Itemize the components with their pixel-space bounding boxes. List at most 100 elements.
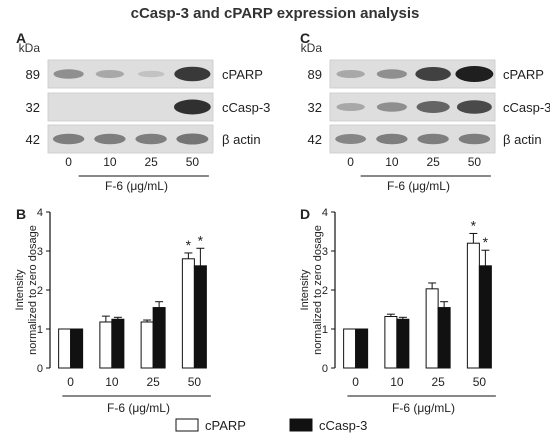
blot-band xyxy=(376,102,407,112)
panel-label-d: D xyxy=(300,206,311,222)
blot-lane-label: 0 xyxy=(347,155,354,169)
bar-chart-d: 0 1 2 3 4 Intensitynormalized to zero dosage 0… xyxy=(299,207,496,415)
x-tick-label: 0 xyxy=(352,375,359,389)
significance-star: * xyxy=(483,234,489,250)
blot-protein-label: cPARP xyxy=(503,67,544,82)
blot-lane-label: 0 xyxy=(65,155,72,169)
blot-band xyxy=(137,70,165,78)
x-tick-label: 0 xyxy=(67,375,74,389)
blot-panel-2: kDa 89 cPARP 32 cCasp-3 42 β actin 0 10 25 50 F-6 (… xyxy=(301,41,550,193)
y-tick-label: 1 xyxy=(37,324,43,336)
blot-protein-label: β actin xyxy=(503,132,542,147)
blot-unit-label: kDa xyxy=(19,41,41,55)
legend-label: cPARP xyxy=(205,418,246,433)
blot-protein-label: β actin xyxy=(222,132,261,147)
blot-mw-label: 42 xyxy=(26,132,40,147)
blot-band xyxy=(376,133,408,145)
bar-cparp xyxy=(58,328,72,369)
blot-band xyxy=(135,133,167,145)
blot-band xyxy=(376,69,407,79)
blot-protein-label: cCasp-3 xyxy=(222,100,270,115)
bar-ccasp-3 xyxy=(152,307,166,369)
blot-mw-label: 89 xyxy=(26,67,40,82)
y-tick-label: 0 xyxy=(37,363,43,375)
figure-title: cCasp-3 and cPARP expression analysis xyxy=(130,5,420,22)
y-tick-label: 4 xyxy=(322,207,328,219)
blot-band xyxy=(336,103,365,111)
chart-legend: cPARP cCasp-3 xyxy=(175,418,367,433)
blot-protein-label: cCasp-3 xyxy=(503,100,550,115)
blot-unit-label: kDa xyxy=(301,41,323,55)
y-axis-label: Intensitynormalized to zero dosage xyxy=(14,225,39,355)
blot-band xyxy=(458,133,491,145)
significance-star: * xyxy=(198,232,204,248)
panel-label-a: A xyxy=(16,30,27,46)
blot-band xyxy=(173,99,211,115)
y-tick-label: 3 xyxy=(37,246,43,258)
bar-ccasp-3 xyxy=(355,328,369,369)
blot-band xyxy=(455,66,494,82)
panel-label-b: B xyxy=(16,206,27,222)
blot-lane-label: 10 xyxy=(103,155,117,169)
bar-cparp xyxy=(466,242,480,369)
blot-band xyxy=(176,133,209,145)
y-tick-label: 2 xyxy=(322,285,328,297)
blot-band xyxy=(174,66,211,82)
x-tick-label: 25 xyxy=(146,375,160,389)
x-tick-label: 25 xyxy=(431,375,445,389)
bar-cparp xyxy=(140,321,154,369)
blot-mw-label: 89 xyxy=(308,67,322,82)
x-tick-label: 50 xyxy=(188,375,202,389)
significance-star: * xyxy=(471,217,477,233)
y-tick-label: 1 xyxy=(322,324,328,336)
blot-x-label: F-6 (μg/mL) xyxy=(387,179,450,193)
blot-lane-label: 50 xyxy=(186,155,200,169)
blot-band xyxy=(456,100,492,114)
blot-x-label: F-6 (μg/mL) xyxy=(105,179,168,193)
bar-cparp xyxy=(343,328,357,369)
blot-band xyxy=(415,67,451,81)
blot-lane-label: 50 xyxy=(468,155,482,169)
bar-cparp xyxy=(181,258,195,369)
blot-band xyxy=(417,133,449,145)
panel-label-c: C xyxy=(300,30,311,46)
legend-swatch-ccasp-3 xyxy=(289,418,313,432)
bar-cparp xyxy=(99,321,113,369)
bar-cparp xyxy=(384,316,398,369)
significance-star: * xyxy=(186,237,192,253)
blot-lane-label: 25 xyxy=(426,155,440,169)
blot-lane-label: 10 xyxy=(385,155,399,169)
bar-ccasp-3 xyxy=(437,307,451,369)
x-tick-label: 50 xyxy=(473,375,487,389)
bar-ccasp-3 xyxy=(396,318,410,369)
legend-label: cCasp-3 xyxy=(319,418,367,433)
bar-ccasp-3 xyxy=(70,328,84,369)
blot-panel-1: kDa 89 cPARP 32 cCasp-3 42 β actin 0 10 25 50 F-6 (… xyxy=(19,41,271,193)
blot-band xyxy=(94,133,126,145)
blot-band xyxy=(95,70,125,78)
blot-band xyxy=(416,101,450,113)
x-axis-label: F-6 (μg/mL) xyxy=(107,401,170,415)
blot-mw-label: 32 xyxy=(26,100,40,115)
x-tick-label: 10 xyxy=(390,375,404,389)
y-tick-label: 3 xyxy=(322,246,328,258)
y-tick-label: 4 xyxy=(37,207,43,219)
bar-ccasp-3 xyxy=(193,265,207,369)
blot-band xyxy=(336,70,365,78)
blot-band xyxy=(335,134,367,144)
blot-mw-label: 42 xyxy=(308,132,322,147)
blot-mw-label: 32 xyxy=(308,100,322,115)
bar-ccasp-3 xyxy=(478,265,492,369)
bar-ccasp-3 xyxy=(111,318,125,369)
blot-band xyxy=(53,69,84,79)
y-tick-label: 0 xyxy=(322,363,328,375)
blot-band xyxy=(52,133,85,145)
y-tick-label: 2 xyxy=(37,285,43,297)
blot-lane-label: 25 xyxy=(144,155,158,169)
x-tick-label: 10 xyxy=(105,375,119,389)
legend-swatch-cparp xyxy=(175,418,199,432)
bar-chart-b: 0 1 2 3 4 Intensitynormalized to zero dosage 0… xyxy=(14,207,211,415)
blot-protein-label: cPARP xyxy=(222,67,263,82)
